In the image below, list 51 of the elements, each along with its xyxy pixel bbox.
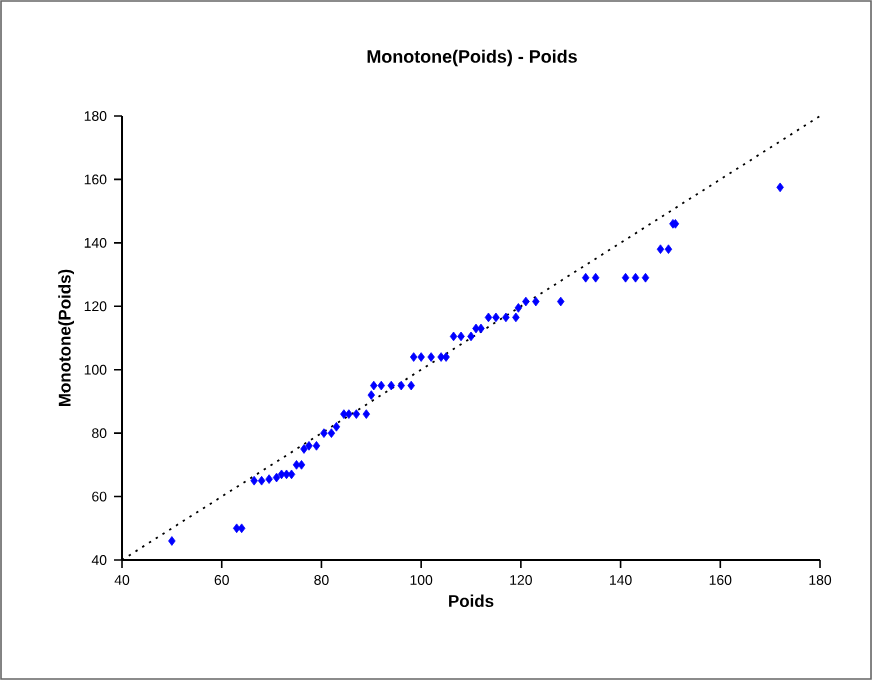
point xyxy=(417,352,425,362)
point xyxy=(656,244,665,254)
point xyxy=(297,460,306,470)
point xyxy=(467,331,475,342)
chart-title: Monotone(Poids) - Poids xyxy=(367,49,577,67)
point xyxy=(442,352,450,362)
point xyxy=(407,380,415,391)
point xyxy=(484,312,493,323)
point xyxy=(532,296,540,307)
x-axis-title: Poids xyxy=(449,594,494,608)
point xyxy=(312,441,321,451)
point xyxy=(168,536,176,546)
point xyxy=(320,428,328,438)
point xyxy=(377,380,385,391)
point xyxy=(621,272,630,283)
point xyxy=(250,475,258,486)
point xyxy=(427,352,435,362)
point xyxy=(457,331,465,342)
point xyxy=(631,272,640,283)
point xyxy=(305,441,313,451)
point xyxy=(492,312,500,323)
point xyxy=(362,409,371,419)
point xyxy=(327,428,336,438)
point xyxy=(397,380,405,391)
point xyxy=(367,390,375,400)
point xyxy=(591,272,600,283)
point xyxy=(581,272,590,283)
point xyxy=(272,472,281,483)
point xyxy=(345,409,353,419)
point xyxy=(776,182,784,193)
point xyxy=(287,469,296,480)
point xyxy=(387,380,395,391)
point xyxy=(370,380,378,391)
point xyxy=(352,409,361,419)
point xyxy=(409,352,418,362)
point xyxy=(472,323,480,334)
point xyxy=(664,244,673,254)
point xyxy=(477,323,485,334)
point xyxy=(641,272,650,283)
point xyxy=(502,312,510,323)
point xyxy=(522,296,530,307)
point xyxy=(512,312,520,323)
point xyxy=(514,303,523,313)
point xyxy=(557,296,565,307)
y-axis-title: Monotone(Poids) xyxy=(58,269,74,407)
point xyxy=(265,474,273,484)
point xyxy=(300,444,308,454)
point xyxy=(340,409,348,419)
point xyxy=(257,475,266,486)
point xyxy=(449,331,458,342)
point xyxy=(332,422,341,432)
